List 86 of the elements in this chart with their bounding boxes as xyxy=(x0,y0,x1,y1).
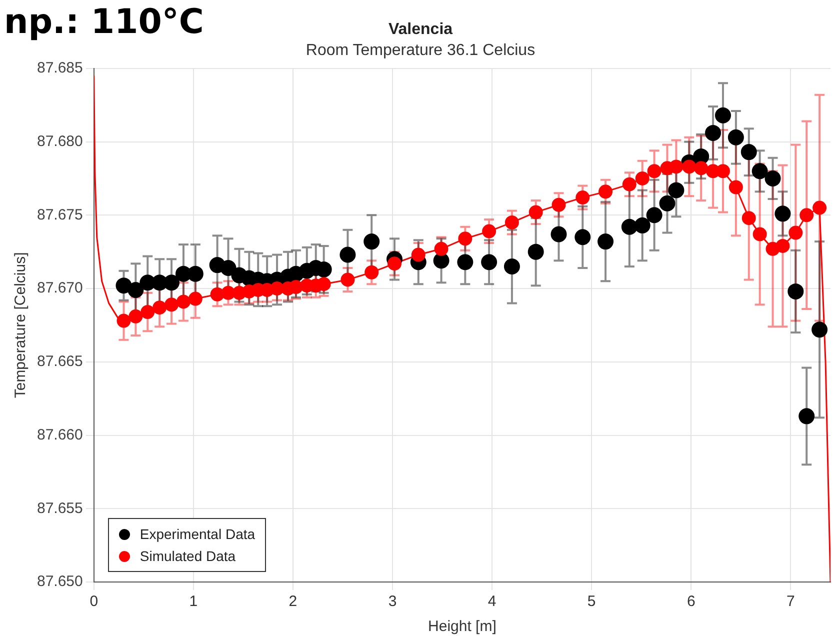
point xyxy=(388,256,402,271)
y-axis-title: Temperature [Celcius] xyxy=(12,252,30,398)
point xyxy=(705,124,722,141)
point xyxy=(776,238,790,253)
point xyxy=(812,200,827,215)
point xyxy=(694,161,708,176)
point xyxy=(482,224,496,238)
point xyxy=(669,160,684,174)
point xyxy=(220,260,236,276)
point xyxy=(364,265,379,280)
point xyxy=(164,274,180,291)
point xyxy=(128,309,143,324)
y-tick-label: 87.675 xyxy=(36,206,83,224)
point xyxy=(164,298,179,312)
y-tick-label: 87.650 xyxy=(36,573,83,590)
point xyxy=(752,227,767,242)
point xyxy=(742,211,756,226)
y-tick-label: 87.660 xyxy=(36,426,83,444)
x-tick-label: 5 xyxy=(587,593,596,610)
x-tick-label: 1 xyxy=(189,593,198,610)
chart-subtitle: Room Temperature 36.1 Celcius xyxy=(306,42,536,60)
point xyxy=(434,242,448,256)
point xyxy=(622,177,636,192)
y-tick-label: 87.670 xyxy=(36,280,83,297)
x-tick-label: 0 xyxy=(90,593,98,610)
y-tick-label: 87.685 xyxy=(36,60,83,77)
point xyxy=(668,182,684,198)
point xyxy=(728,180,743,194)
point xyxy=(788,283,804,300)
point xyxy=(764,170,781,186)
point xyxy=(728,129,744,146)
point xyxy=(411,248,426,262)
point xyxy=(528,244,544,260)
point xyxy=(340,272,355,287)
point xyxy=(659,195,676,212)
point xyxy=(714,107,731,124)
y-tick-label: 87.655 xyxy=(36,500,83,517)
point xyxy=(788,226,803,240)
text: np.: 110°C xyxy=(4,2,204,42)
point xyxy=(364,234,380,250)
point xyxy=(798,408,815,424)
point xyxy=(116,314,131,328)
point xyxy=(128,282,144,298)
point xyxy=(621,218,638,235)
point xyxy=(552,198,566,212)
point xyxy=(140,304,155,319)
point xyxy=(433,252,450,269)
point xyxy=(528,205,543,220)
point xyxy=(574,229,591,246)
x-tick-label: 3 xyxy=(388,593,397,610)
point xyxy=(634,217,650,234)
x-tick-label: 4 xyxy=(488,593,496,610)
point xyxy=(187,266,204,282)
legend-label: Experimental Data xyxy=(140,525,256,544)
point xyxy=(598,184,613,199)
point xyxy=(812,322,828,338)
point xyxy=(176,294,190,309)
point xyxy=(682,160,696,174)
point xyxy=(752,163,768,180)
point xyxy=(152,300,167,315)
point xyxy=(576,190,590,205)
legend-label: Simulated Data xyxy=(140,547,236,566)
x-axis-title: Height [m] xyxy=(428,618,496,636)
x-tick-label: 2 xyxy=(288,593,298,610)
point xyxy=(481,254,498,270)
point xyxy=(504,215,519,230)
point xyxy=(188,292,202,306)
point xyxy=(646,207,662,224)
point xyxy=(774,206,791,222)
point xyxy=(458,232,472,246)
point xyxy=(635,171,650,186)
point xyxy=(550,226,567,242)
point xyxy=(340,246,356,263)
y-tick-label: 87.680 xyxy=(36,132,83,150)
x-tick-label: 7 xyxy=(786,593,795,610)
point xyxy=(316,277,331,292)
point xyxy=(598,234,614,250)
point xyxy=(740,144,757,160)
x-tick-label: 6 xyxy=(686,593,696,610)
point xyxy=(800,208,814,222)
y-tick-label: 87.665 xyxy=(36,353,83,370)
point xyxy=(504,258,520,275)
point xyxy=(647,164,662,178)
point xyxy=(693,148,710,164)
point xyxy=(457,254,474,270)
chart-title: Valencia xyxy=(388,21,453,38)
